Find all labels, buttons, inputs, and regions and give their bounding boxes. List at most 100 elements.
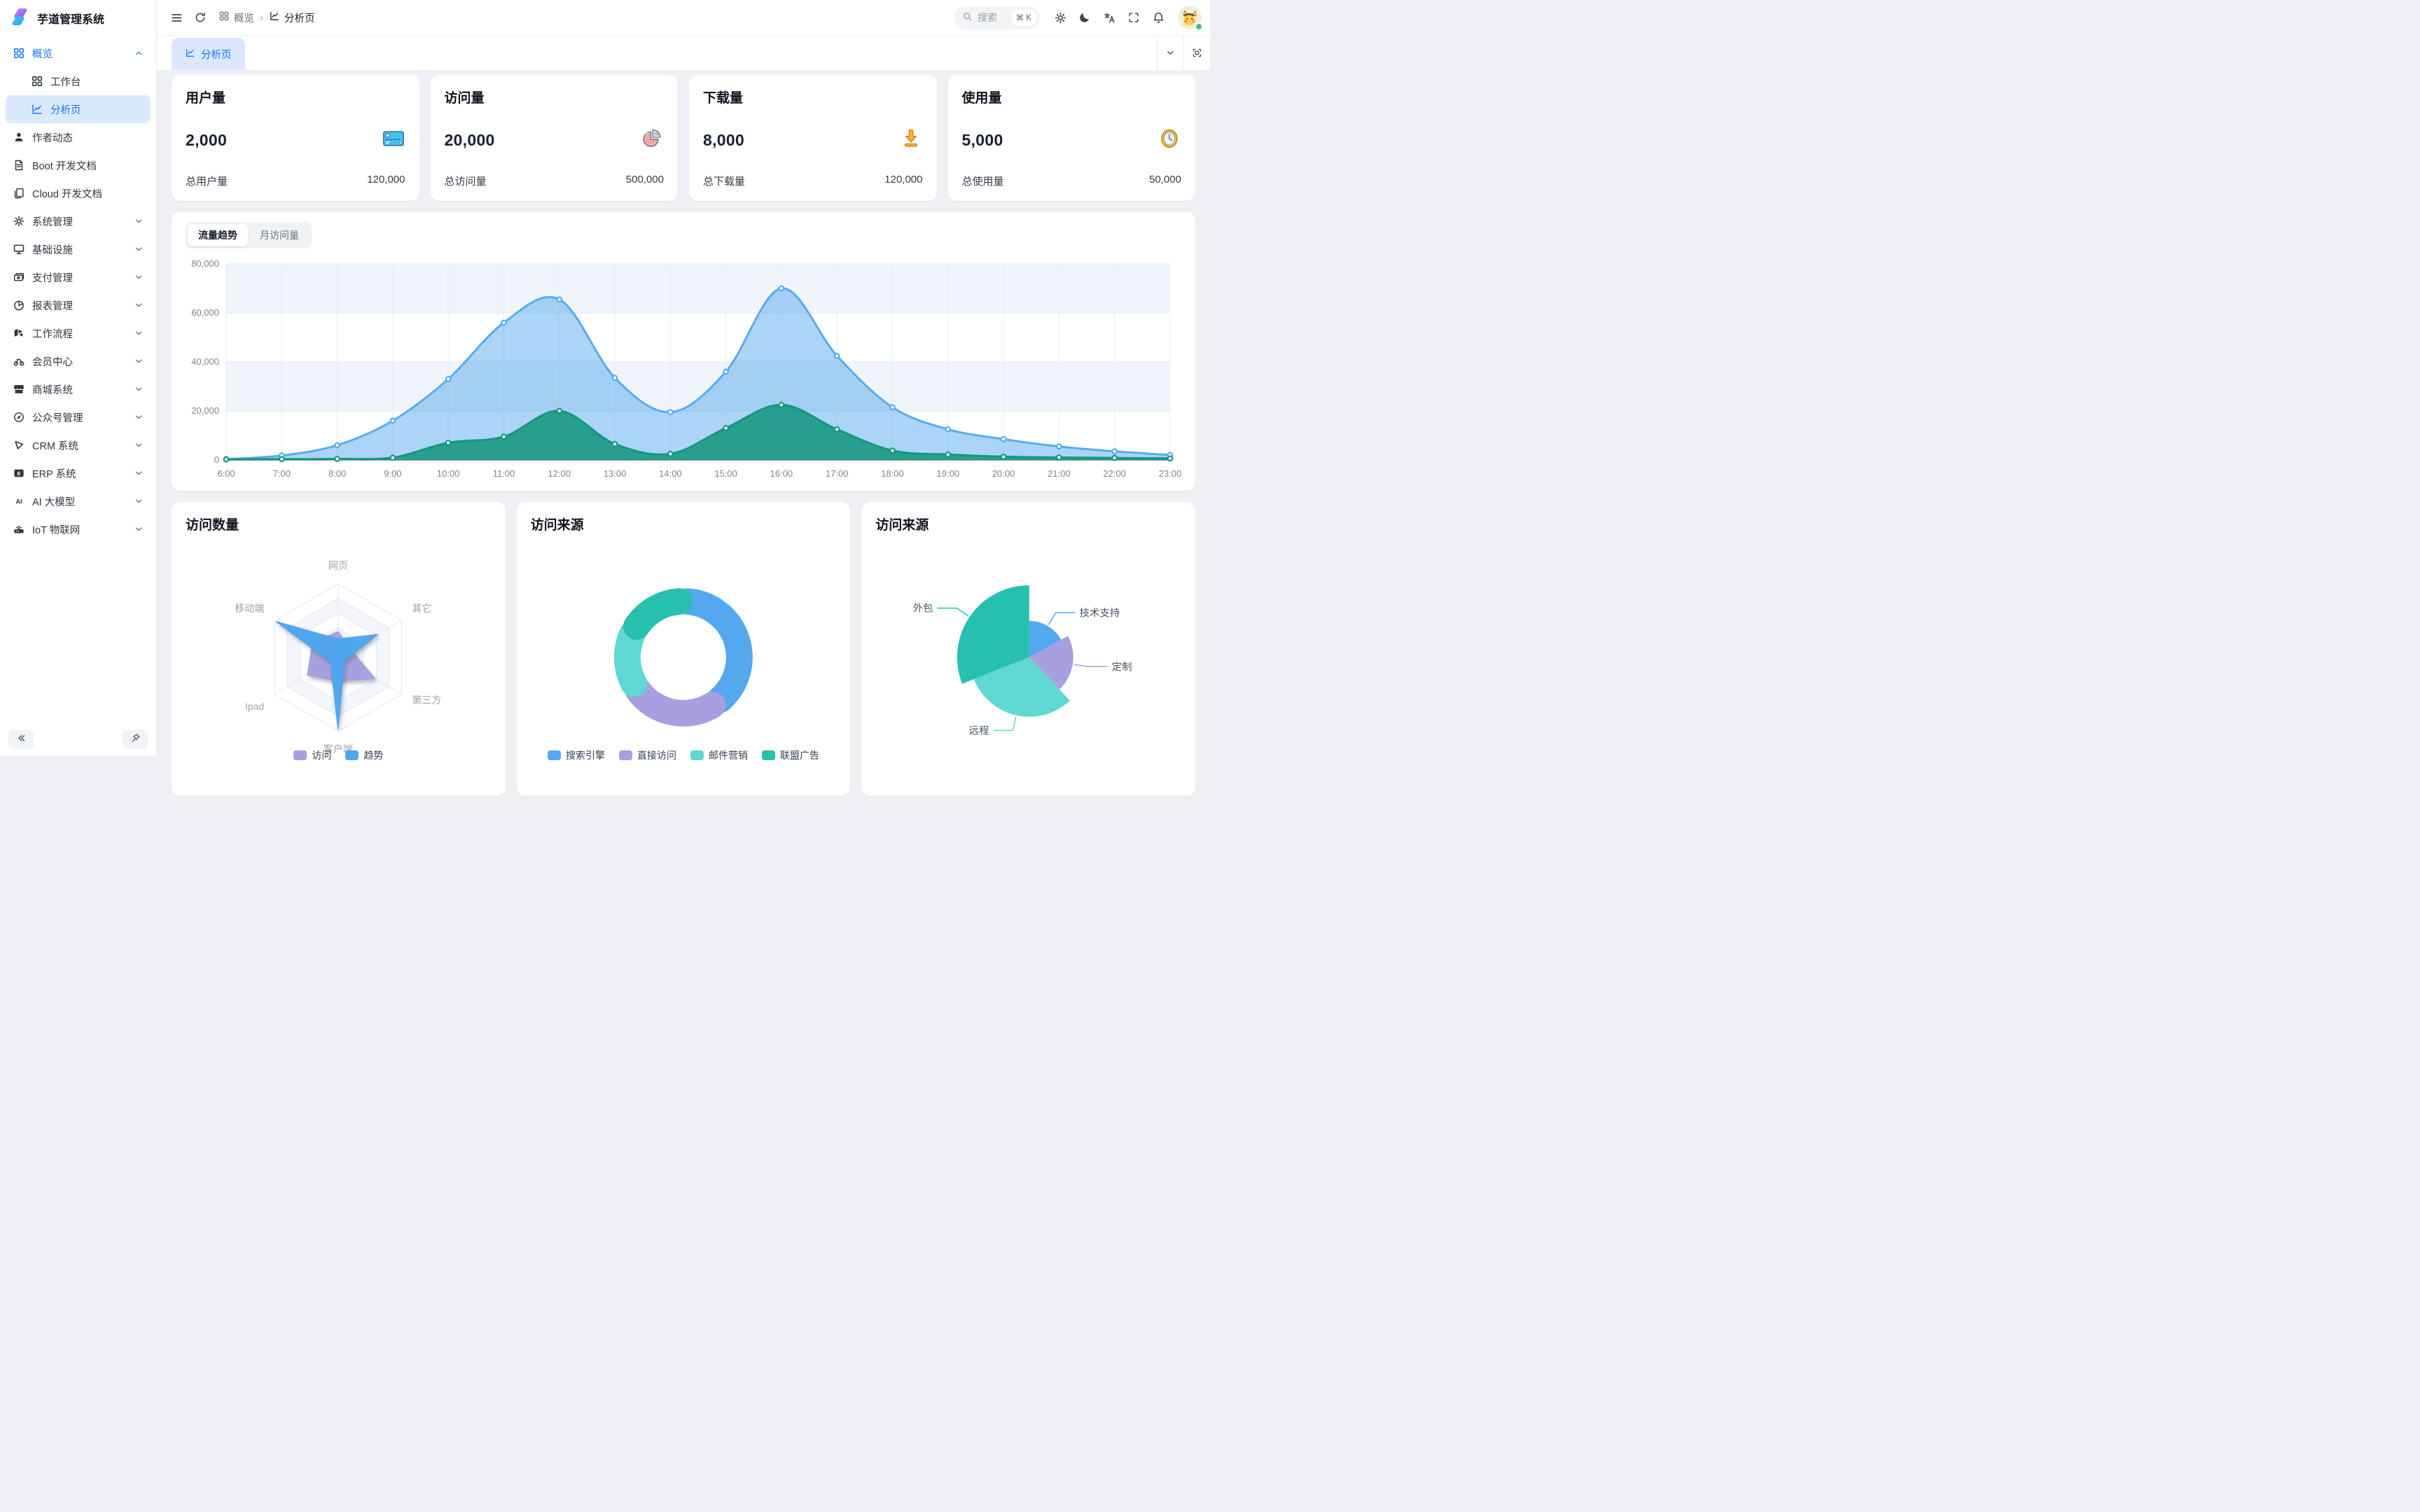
x-axis-tick: 18:00 [881, 468, 904, 479]
sidebar-item-overview[interactable]: 概览 [6, 39, 151, 67]
pie-slice-技术支持[interactable] [1029, 621, 1062, 657]
chevron-down-icon [134, 524, 144, 534]
sidebar-item-analysis[interactable]: 分析页 [6, 95, 151, 123]
stat-value: 2,000 [186, 130, 228, 149]
store-icon [13, 383, 25, 396]
language-translate-button[interactable] [1098, 6, 1120, 29]
visit-source-pie-card: 访问来源 技术支持 定制 远程 外包 [861, 502, 1195, 796]
sidebar-item-boot-doc[interactable]: Boot 开发文档 [6, 151, 151, 179]
stat-title: 访问量 [444, 91, 485, 106]
sidebar-item-infra[interactable]: 基础设施 [6, 235, 151, 263]
pin-sidebar-button[interactable] [123, 729, 148, 749]
pie-slice-外包[interactable] [957, 585, 1030, 684]
breadcrumb-separator: › [260, 11, 263, 24]
stat-footer-value: 120,000 [367, 174, 405, 186]
sidebar-item-erp[interactable]: E ERP 系统 [6, 459, 151, 487]
sidebar-item-label: AI 大模型 [32, 496, 76, 508]
hamburger-menu-button[interactable] [165, 6, 188, 29]
legend-item-搜索引擎[interactable]: 搜索引擎 [547, 748, 605, 762]
chevron-down-icon [134, 440, 144, 450]
sidebar-item-system[interactable]: 系统管理 [6, 207, 151, 235]
sidebar-item-label: 系统管理 [32, 216, 73, 228]
x-axis-tick: 15:00 [714, 468, 737, 479]
x-axis-tick: 6:00 [217, 468, 235, 479]
fullscreen-button[interactable] [1122, 6, 1145, 29]
search-icon [962, 11, 973, 24]
avatar[interactable] [1178, 6, 1203, 31]
search-input[interactable]: 搜索 ⌘ K [954, 6, 1040, 29]
donut-slice-邮件营销[interactable] [613, 621, 647, 697]
refresh-button[interactable] [189, 6, 211, 29]
legend-item-趋势[interactable]: 趋势 [345, 748, 383, 762]
donut-slice-搜索引擎[interactable] [674, 588, 753, 713]
segment-traffic-trend[interactable]: 流量趋势 [188, 224, 248, 246]
radar-axis-label: Ipad [245, 701, 264, 712]
tab-label: 分析页 [201, 49, 232, 61]
legend-item-访问[interactable]: 访问 [293, 748, 331, 762]
maximize-content-button[interactable] [1183, 36, 1210, 70]
sidebar-item-label: 工作流程 [32, 328, 73, 340]
sidebar-item-label: 工作台 [50, 76, 81, 88]
header: 概览 › 分析页 搜索 ⌘ K [157, 0, 1210, 35]
pie-slice-远程[interactable] [974, 657, 1071, 717]
breadcrumb-item-overview[interactable]: 概览 [218, 10, 254, 25]
stat-title: 用户量 [186, 91, 226, 106]
pin-icon [130, 733, 141, 746]
stat-footer-value: 120,000 [884, 174, 923, 186]
tab-list-dropdown-button[interactable] [1157, 36, 1183, 70]
tab-analysis[interactable]: 分析页 [172, 38, 245, 70]
double-chevron-left-icon [16, 733, 27, 746]
sidebar-item-mp[interactable]: 公众号管理 [6, 403, 151, 431]
chevron-down-icon [134, 244, 144, 254]
dark-mode-toggle[interactable] [1073, 6, 1096, 29]
visit-source-donut-card: 访问来源 搜索引擎 直接访问 邮件营销 联盟广告 [516, 502, 851, 796]
sidebar-item-cloud-doc[interactable]: Cloud 开发文档 [6, 179, 151, 207]
legend-label: 联盟广告 [779, 750, 819, 761]
breadcrumb-label: 分析页 [284, 13, 315, 24]
sidebar-item-workbench[interactable]: 工作台 [6, 67, 151, 95]
donut-slice-联盟广告[interactable] [623, 588, 693, 640]
online-status-dot [1195, 22, 1203, 31]
breadcrumb-item-analysis[interactable]: 分析页 [269, 10, 315, 25]
iot-icon [13, 523, 25, 536]
x-axis-tick: 23:00 [1159, 468, 1181, 479]
sidebar-item-label: ERP 系统 [32, 468, 76, 480]
stat-card-visits: 访问量 20,000% 总访问量 500,000 [430, 75, 678, 201]
pie-slice-定制[interactable] [1029, 636, 1074, 690]
header-actions: 搜索 ⌘ K [954, 6, 1203, 31]
sidebar-item-author[interactable]: 作者动态 [6, 123, 151, 151]
sidebar-item-pay[interactable]: 支付管理 [6, 263, 151, 291]
collapse-sidebar-button[interactable] [8, 729, 34, 749]
y-axis-tick: 20,000 [191, 405, 219, 416]
pie-label-line [1048, 612, 1076, 625]
legend-item-联盟广告[interactable]: 联盟广告 [761, 748, 819, 762]
sidebar-item-report[interactable]: 报表管理 [6, 291, 151, 319]
segment-monthly-visits[interactable]: 月访问量 [249, 224, 310, 246]
x-axis-tick: 16:00 [770, 468, 793, 479]
svg-text:%: % [654, 130, 659, 136]
traffic-trend-card: 流量趋势 月访问量 0 20,000 40,000 60,000 80,000 6:00 7… [172, 212, 1195, 491]
stat-footer-value: 50,000 [1149, 174, 1181, 186]
legend-swatch [547, 750, 561, 760]
pie-slice-label: 技术支持 [1080, 607, 1120, 619]
sidebar-item-crm[interactable]: CRM 系统 [6, 431, 151, 459]
sidebar-item-ai[interactable]: AI AI 大模型 [6, 487, 151, 515]
legend-item-直接访问[interactable]: 直接访问 [618, 748, 676, 762]
sidebar-item-label: 会员中心 [32, 356, 73, 368]
radar-axis-label: 移动端 [235, 603, 264, 614]
legend-swatch [690, 750, 704, 760]
traffic-trend-area-chart: 0 20,000 40,000 60,000 80,000 6:00 7:00 8:00 9:0… [191, 258, 1181, 479]
sidebar-item-label: IoT 物联网 [32, 524, 81, 536]
sidebar-item-mall[interactable]: 商城系统 [6, 375, 151, 403]
notifications-bell-button[interactable] [1147, 6, 1169, 29]
sidebar-item-member[interactable]: 会员中心 [6, 347, 151, 375]
sidebar-item-workflow[interactable]: 工作流程 [6, 319, 151, 347]
radar-axis-label: 其它 [412, 603, 431, 614]
donut-slice-直接访问[interactable] [625, 677, 726, 727]
settings-button[interactable] [1049, 6, 1071, 29]
legend-item-邮件营销[interactable]: 邮件营销 [690, 748, 748, 762]
chevron-down-icon [134, 216, 144, 226]
gear-icon [13, 215, 25, 227]
stat-title: 使用量 [961, 91, 1002, 106]
sidebar-item-iot[interactable]: IoT 物联网 [6, 515, 151, 543]
